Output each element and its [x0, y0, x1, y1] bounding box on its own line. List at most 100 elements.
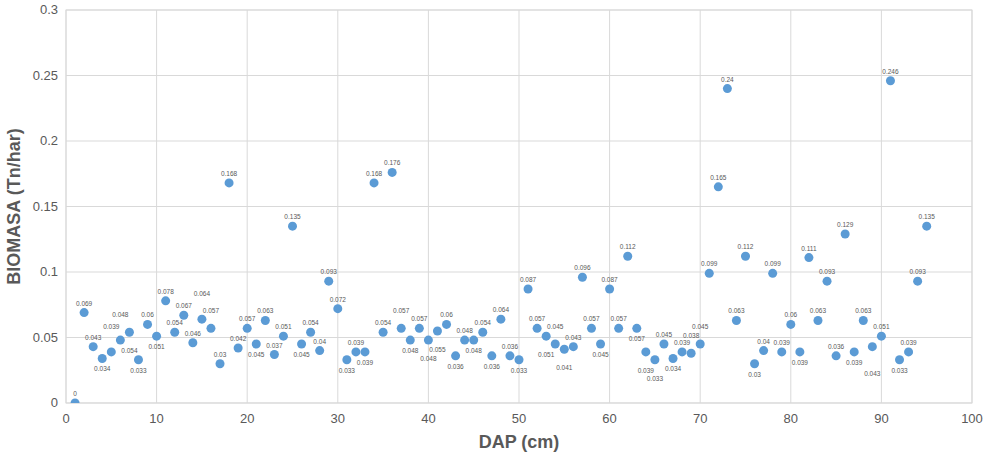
point — [669, 354, 678, 363]
data-label: 0.048 — [420, 355, 437, 362]
y-tick-label: 0 — [51, 395, 58, 410]
data-label: 0.051 — [275, 323, 292, 330]
data-label: 0.039 — [103, 323, 120, 330]
point — [850, 347, 859, 356]
data-label: 0.057 — [239, 315, 256, 322]
points — [71, 76, 932, 403]
x-grid-line — [790, 10, 791, 403]
plot-frame — [66, 10, 972, 403]
point — [524, 285, 533, 294]
data-label: 0.063 — [728, 307, 745, 314]
data-label: 0.041 — [556, 364, 573, 371]
data-label: 0.135 — [919, 213, 936, 220]
data-label: 0.038 — [683, 332, 700, 339]
x-tick-label: 90 — [874, 411, 888, 426]
point — [71, 399, 80, 404]
data-label: 0.063 — [257, 307, 274, 314]
point — [98, 354, 107, 363]
point — [116, 336, 125, 345]
point — [206, 324, 215, 333]
x-axis-title: DAP (cm) — [479, 432, 560, 452]
point — [188, 338, 197, 347]
point — [415, 324, 424, 333]
point — [714, 182, 723, 191]
point — [161, 296, 170, 305]
data-label: 0.039 — [638, 367, 655, 374]
data-label: 0.057 — [583, 315, 600, 322]
data-label: 0.135 — [284, 213, 301, 220]
point — [886, 76, 895, 85]
point — [560, 345, 569, 354]
data-label: 0 — [73, 390, 77, 397]
point — [234, 343, 243, 352]
point — [107, 347, 116, 356]
data-label: 0.057 — [203, 307, 220, 314]
point — [596, 340, 605, 349]
data-label: 0.034 — [94, 365, 111, 372]
data-label: 0.057 — [393, 307, 410, 314]
data-label: 0.129 — [837, 221, 854, 228]
data-label: 0.112 — [620, 243, 636, 250]
data-label: 0.069 — [76, 300, 93, 307]
point — [587, 324, 596, 333]
point — [795, 347, 804, 356]
data-label: 0.06 — [141, 311, 154, 318]
data-label: 0.054 — [302, 319, 319, 326]
point — [80, 308, 89, 317]
data-label: 0.051 — [148, 343, 165, 350]
x-grid-line — [247, 10, 248, 403]
x-tick-label: 40 — [421, 411, 435, 426]
data-label: 0.057 — [529, 315, 546, 322]
point — [143, 320, 152, 329]
data-label: 0.112 — [738, 243, 754, 250]
data-label: 0.043 — [565, 334, 582, 341]
point — [687, 349, 696, 358]
data-label: 0.176 — [384, 159, 401, 166]
point — [379, 328, 388, 337]
data-label: 0.036 — [484, 363, 501, 370]
data-label: 0.045 — [293, 351, 310, 358]
point — [496, 315, 505, 324]
y-tick-label: 0.15 — [33, 199, 58, 214]
x-tick-label: 50 — [512, 411, 526, 426]
data-label: 0.039 — [846, 359, 863, 366]
point — [551, 340, 560, 349]
data-label: 0.096 — [574, 264, 591, 271]
y-tick-label: 0.3 — [40, 2, 58, 17]
point — [197, 315, 206, 324]
data-label: 0.093 — [321, 268, 338, 275]
point — [614, 324, 623, 333]
point — [913, 277, 922, 286]
point — [832, 351, 841, 360]
y-axis-title: BIOMASA (Tn/har) — [4, 128, 24, 284]
axes: 00.050.10.150.20.250.3010203040506070809… — [33, 2, 983, 426]
data-label: 0.039 — [774, 339, 791, 346]
point — [125, 328, 134, 337]
point — [333, 304, 342, 313]
point — [823, 277, 832, 286]
point — [632, 324, 641, 333]
data-label: 0.165 — [710, 174, 727, 181]
point — [533, 324, 542, 333]
point — [370, 178, 379, 187]
point — [261, 316, 270, 325]
point — [804, 253, 813, 262]
point — [89, 342, 98, 351]
point — [306, 328, 315, 337]
point — [768, 269, 777, 278]
data-label: 0.036 — [828, 343, 845, 350]
point — [868, 342, 877, 351]
data-label: 0.039 — [357, 359, 374, 366]
point — [578, 273, 587, 282]
x-grid-line — [519, 10, 520, 403]
point — [487, 351, 496, 360]
data-label: 0.033 — [891, 367, 908, 374]
data-label: 0.064 — [493, 306, 510, 313]
data-label: 0.039 — [900, 339, 917, 346]
point — [650, 355, 659, 364]
point — [678, 347, 687, 356]
data-label: 0.055 — [429, 346, 446, 353]
point — [324, 277, 333, 286]
point — [225, 178, 234, 187]
data-label: 0.099 — [765, 260, 782, 267]
